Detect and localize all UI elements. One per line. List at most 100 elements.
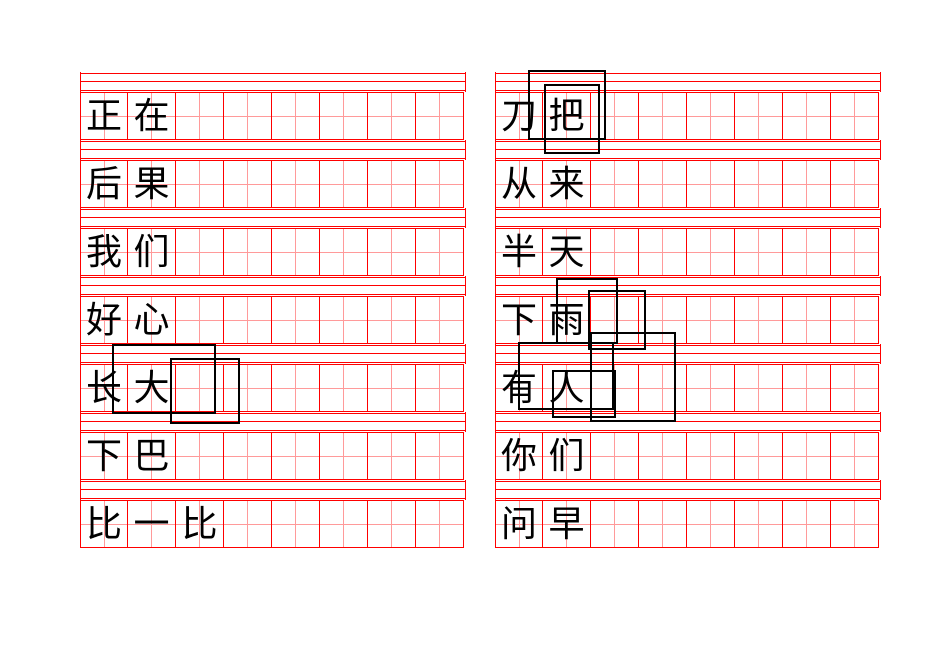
glyph: 下 <box>496 297 542 343</box>
glyph <box>320 365 367 411</box>
header-stripe <box>495 276 881 296</box>
glyph: 半 <box>496 229 542 275</box>
writing-row: 问早 <box>495 500 881 548</box>
row-block: 长大 <box>80 344 466 412</box>
grid-cell: 好 <box>80 296 128 344</box>
glyph <box>783 433 830 479</box>
glyph <box>783 365 830 411</box>
grid-cell <box>831 364 879 412</box>
grid-cell <box>320 364 368 412</box>
row-block: 半天 <box>495 208 881 276</box>
grid-cell <box>416 92 464 140</box>
glyph <box>272 229 319 275</box>
glyph <box>591 501 638 547</box>
glyph <box>272 161 319 207</box>
glyph <box>783 229 830 275</box>
grid-cell <box>368 296 416 344</box>
glyph <box>639 501 686 547</box>
row-block: 你们 <box>495 412 881 480</box>
grid-cell <box>272 92 320 140</box>
glyph <box>639 297 686 343</box>
glyph: 比 <box>81 501 127 547</box>
glyph <box>591 229 638 275</box>
glyph: 在 <box>128 93 175 139</box>
glyph: 一 <box>128 501 175 547</box>
grid-cell <box>639 432 687 480</box>
glyph <box>224 93 271 139</box>
glyph <box>272 93 319 139</box>
glyph <box>224 161 271 207</box>
glyph <box>591 365 638 411</box>
grid-cell <box>368 364 416 412</box>
glyph <box>639 433 686 479</box>
glyph <box>320 93 367 139</box>
writing-row: 半天 <box>495 228 881 276</box>
glyph <box>591 93 638 139</box>
grid-cell <box>176 432 224 480</box>
glyph <box>368 161 415 207</box>
glyph <box>687 297 734 343</box>
grid-cell <box>639 500 687 548</box>
glyph <box>416 501 463 547</box>
glyph <box>272 297 319 343</box>
grid-cell <box>831 160 879 208</box>
grid-cell <box>320 432 368 480</box>
grid-cell <box>272 500 320 548</box>
writing-row: 下雨 <box>495 296 881 344</box>
grid-cell <box>416 296 464 344</box>
grid-cell <box>368 432 416 480</box>
glyph: 从 <box>496 161 542 207</box>
glyph <box>735 93 782 139</box>
grid-cell <box>783 92 831 140</box>
grid-cell <box>416 364 464 412</box>
grid-cell <box>831 296 879 344</box>
grid-cell: 长 <box>80 364 128 412</box>
grid-cell <box>224 364 272 412</box>
grid-cell: 在 <box>128 92 176 140</box>
grid-cell <box>368 228 416 276</box>
glyph <box>224 501 271 547</box>
writing-row: 比一比 <box>80 500 466 548</box>
glyph <box>735 161 782 207</box>
grid-cell <box>272 364 320 412</box>
grid-cell <box>224 500 272 548</box>
grid-cell: 心 <box>128 296 176 344</box>
glyph <box>416 365 463 411</box>
glyph <box>639 365 686 411</box>
grid-cell <box>224 432 272 480</box>
grid-cell: 人 <box>543 364 591 412</box>
grid-cell: 巴 <box>128 432 176 480</box>
grid-cell <box>783 432 831 480</box>
practice-grid-right: 刀把从来半天下雨有人你们问早 <box>495 72 881 548</box>
grid-cell <box>735 296 783 344</box>
glyph <box>639 161 686 207</box>
grid-cell <box>639 296 687 344</box>
glyph: 巴 <box>128 433 175 479</box>
glyph <box>831 501 878 547</box>
glyph: 有 <box>496 365 542 411</box>
grid-cell <box>591 296 639 344</box>
grid-cell: 比 <box>80 500 128 548</box>
glyph: 问 <box>496 501 542 547</box>
glyph: 人 <box>543 365 590 411</box>
grid-cell: 有 <box>495 364 543 412</box>
grid-cell: 们 <box>128 228 176 276</box>
grid-cell <box>687 228 735 276</box>
glyph <box>416 297 463 343</box>
glyph <box>224 433 271 479</box>
header-stripe <box>495 480 881 500</box>
grid-cell: 大 <box>128 364 176 412</box>
glyph <box>831 93 878 139</box>
practice-grid-left: 正在后果我们好心长大下巴比一比 <box>80 72 466 548</box>
glyph <box>831 229 878 275</box>
glyph <box>368 297 415 343</box>
header-stripe <box>80 208 466 228</box>
grid-cell <box>735 500 783 548</box>
grid-cell <box>416 160 464 208</box>
glyph <box>735 229 782 275</box>
grid-cell <box>735 160 783 208</box>
glyph: 天 <box>543 229 590 275</box>
glyph <box>224 365 271 411</box>
grid-cell <box>368 92 416 140</box>
writing-row: 你们 <box>495 432 881 480</box>
